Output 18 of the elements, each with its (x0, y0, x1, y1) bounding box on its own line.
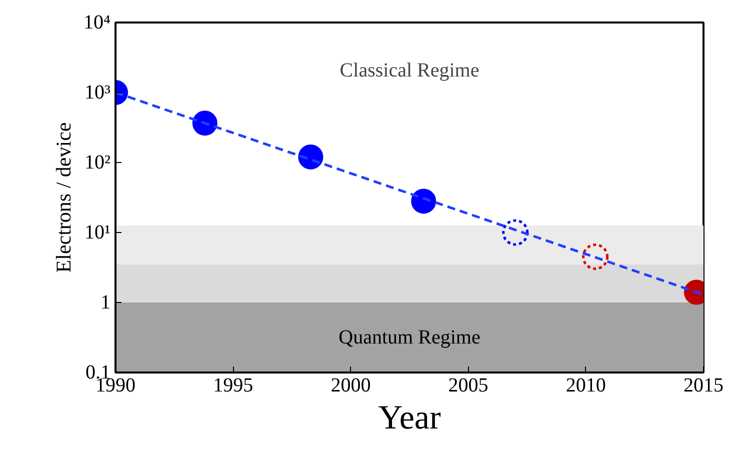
point (411, 188, 436, 214)
x-tick-label: 2005 (448, 374, 488, 396)
y-tick-label: 10⁴ (84, 12, 111, 34)
x-tick-label: 2010 (566, 374, 606, 396)
y-tick-label: 10¹ (84, 222, 111, 244)
point (298, 144, 324, 170)
y-tick-label: 10³ (84, 82, 111, 104)
y-tick-label: 1 (100, 292, 110, 314)
x-axis-title: Year (378, 400, 442, 436)
band-label: Quantum Regime (338, 326, 480, 348)
point (502, 219, 529, 246)
y-axis-title: Electrons / device (52, 122, 76, 273)
x-tick-label: 2000 (330, 374, 371, 396)
x-tick-label: 2015 (684, 374, 724, 396)
y-tick-label: 10² (84, 152, 111, 174)
annotation: Classical Regime (340, 60, 480, 82)
point (582, 244, 609, 270)
x-tick-label: 1995 (213, 374, 254, 396)
